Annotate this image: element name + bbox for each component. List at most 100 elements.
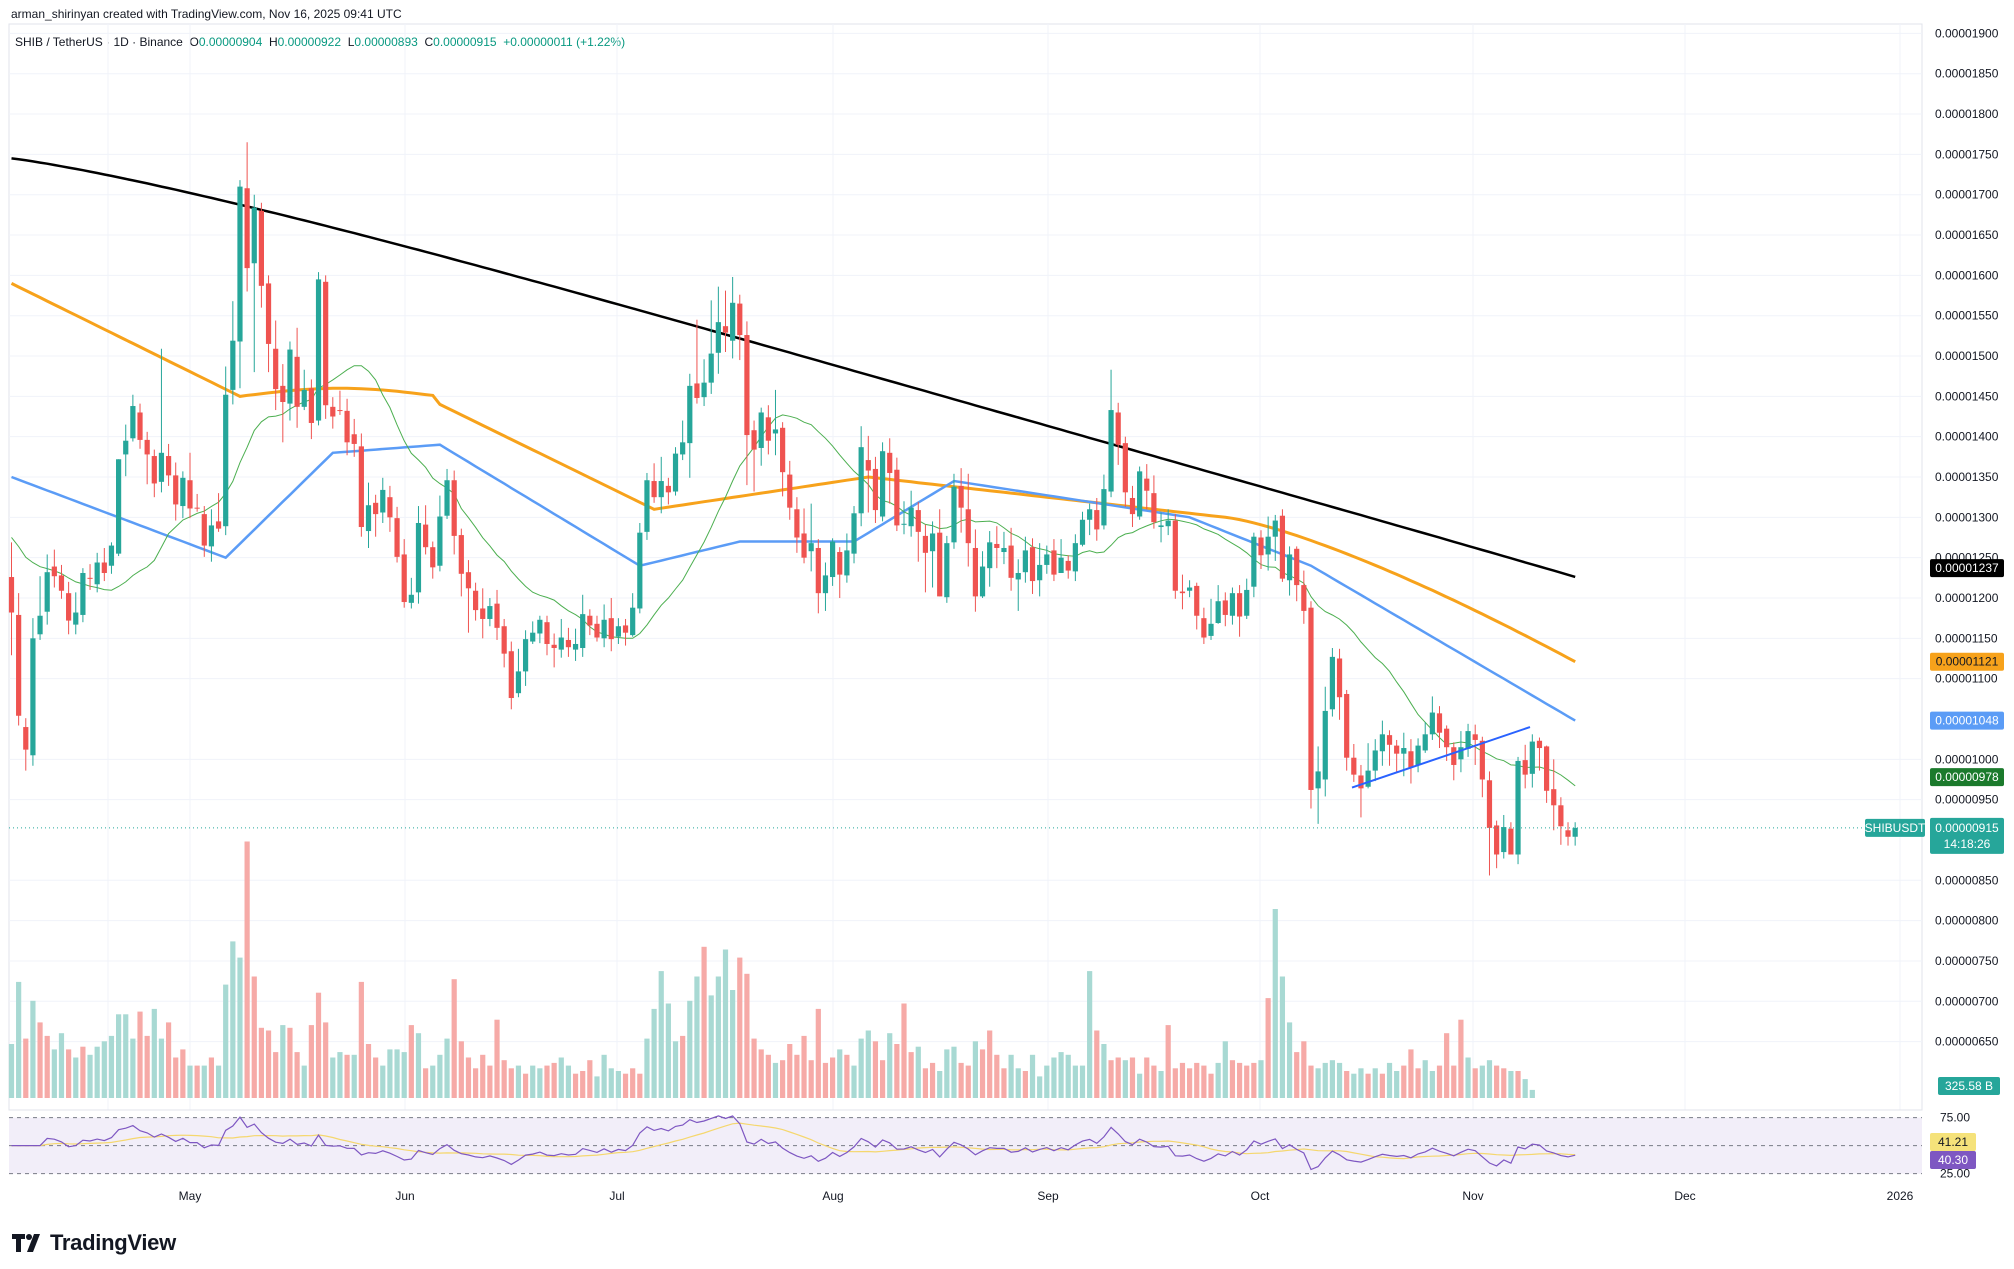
candle-body: [494, 603, 500, 628]
candle-body: [1022, 550, 1028, 573]
candle-body: [265, 283, 272, 344]
candle-body: [808, 543, 814, 552]
candle: [801, 508, 807, 564]
volume-bar: [658, 971, 664, 1098]
candle-body: [458, 535, 464, 574]
candle: [444, 468, 450, 519]
candle: [630, 593, 636, 637]
volume-bar: [1101, 1044, 1107, 1098]
candle: [565, 627, 572, 657]
candle: [187, 452, 193, 519]
candle: [830, 538, 836, 586]
candle: [879, 442, 886, 522]
candle-body: [958, 485, 964, 508]
candle: [658, 456, 664, 514]
candle-body: [208, 525, 215, 547]
volume-bar: [772, 1062, 779, 1098]
candle-body: [608, 618, 614, 640]
candle: [358, 433, 364, 537]
candle-body: [1236, 593, 1243, 617]
candle-body: [844, 550, 850, 576]
candle: [423, 505, 429, 555]
volume-bar: [758, 1049, 764, 1098]
candle: [580, 594, 586, 657]
volume-bar: [887, 1033, 893, 1098]
candle-body: [565, 639, 572, 648]
candle: [1101, 474, 1107, 530]
volume-bar: [137, 1011, 143, 1098]
candle-body: [651, 481, 657, 498]
candle: [130, 394, 136, 442]
candle: [73, 592, 79, 635]
candle-body: [1458, 747, 1464, 760]
candle-body: [473, 590, 479, 611]
candle-body: [1436, 713, 1443, 733]
candle-body: [1472, 734, 1478, 740]
volume-bar: [665, 1003, 671, 1098]
volume-bar: [1286, 1022, 1293, 1098]
candle: [994, 526, 1000, 569]
candle: [822, 562, 829, 611]
candle-body: [644, 480, 650, 532]
price-tick-label: 0.00000950: [1935, 793, 1999, 807]
rsi-ma-line: [11, 1122, 1576, 1160]
volume-bar: [480, 1054, 486, 1098]
ma20-line: [11, 365, 1576, 787]
candle: [294, 327, 300, 428]
candle-body: [144, 439, 150, 455]
volume-bar: [922, 1068, 929, 1098]
candle: [173, 462, 179, 521]
volume-bar: [401, 1052, 407, 1098]
candle: [44, 554, 50, 625]
rsi-line: [11, 1115, 1576, 1171]
candle: [1508, 822, 1514, 855]
candle: [1265, 516, 1271, 571]
volume-bar: [237, 957, 243, 1098]
candle: [323, 275, 329, 419]
candle-body: [1044, 554, 1050, 565]
volume-bar: [23, 1038, 29, 1098]
price-tick-label: 0.00000800: [1935, 914, 1999, 928]
candle-body: [194, 507, 200, 509]
candle-body: [287, 349, 293, 404]
candle: [201, 506, 207, 557]
symbol-info-bar[interactable]: SHIB / TetherUS · 1D · Binance O0.000009…: [15, 35, 625, 49]
candle-body: [765, 417, 771, 441]
last-price-text: 0.00000915: [1935, 821, 1999, 835]
candle-body: [637, 532, 643, 609]
volume-bar: [715, 976, 721, 1098]
candle: [137, 403, 143, 449]
candle: [101, 547, 107, 582]
candle: [308, 379, 314, 440]
candle-body: [1201, 618, 1207, 638]
candle: [1429, 696, 1435, 740]
candle-body: [1222, 600, 1228, 615]
candle-body: [223, 394, 229, 527]
candle-body: [165, 456, 172, 476]
candle: [1501, 814, 1507, 859]
candle-body: [330, 406, 336, 417]
candle-body: [1572, 827, 1578, 837]
candle: [1272, 514, 1278, 561]
price-chart[interactable]: 0.00001900 0.00001850 0.00001800 0.00001750…: [0, 0, 2014, 1225]
candle: [1372, 739, 1378, 782]
candle-body: [501, 626, 507, 654]
candle-body: [1394, 745, 1400, 754]
candle-body: [1015, 572, 1021, 580]
price-tick-label: 0.00001200: [1935, 591, 1999, 605]
price-tick-label: 0.00001350: [1935, 470, 1999, 484]
candle: [480, 588, 486, 639]
candle: [51, 549, 57, 588]
candle-body: [815, 547, 821, 594]
candle: [116, 459, 122, 557]
volume-bar: [1001, 1068, 1007, 1098]
volume-bar: [901, 1003, 907, 1098]
candle: [151, 449, 157, 498]
volume-bar: [1265, 998, 1271, 1098]
price-tick-label: 0.00001500: [1935, 349, 1999, 363]
candle-body: [394, 518, 400, 557]
volume-bar: [1037, 1076, 1043, 1098]
candle: [615, 618, 621, 644]
volume-bar: [394, 1049, 400, 1098]
tradingview-logo[interactable]: TradingView: [12, 1230, 176, 1256]
